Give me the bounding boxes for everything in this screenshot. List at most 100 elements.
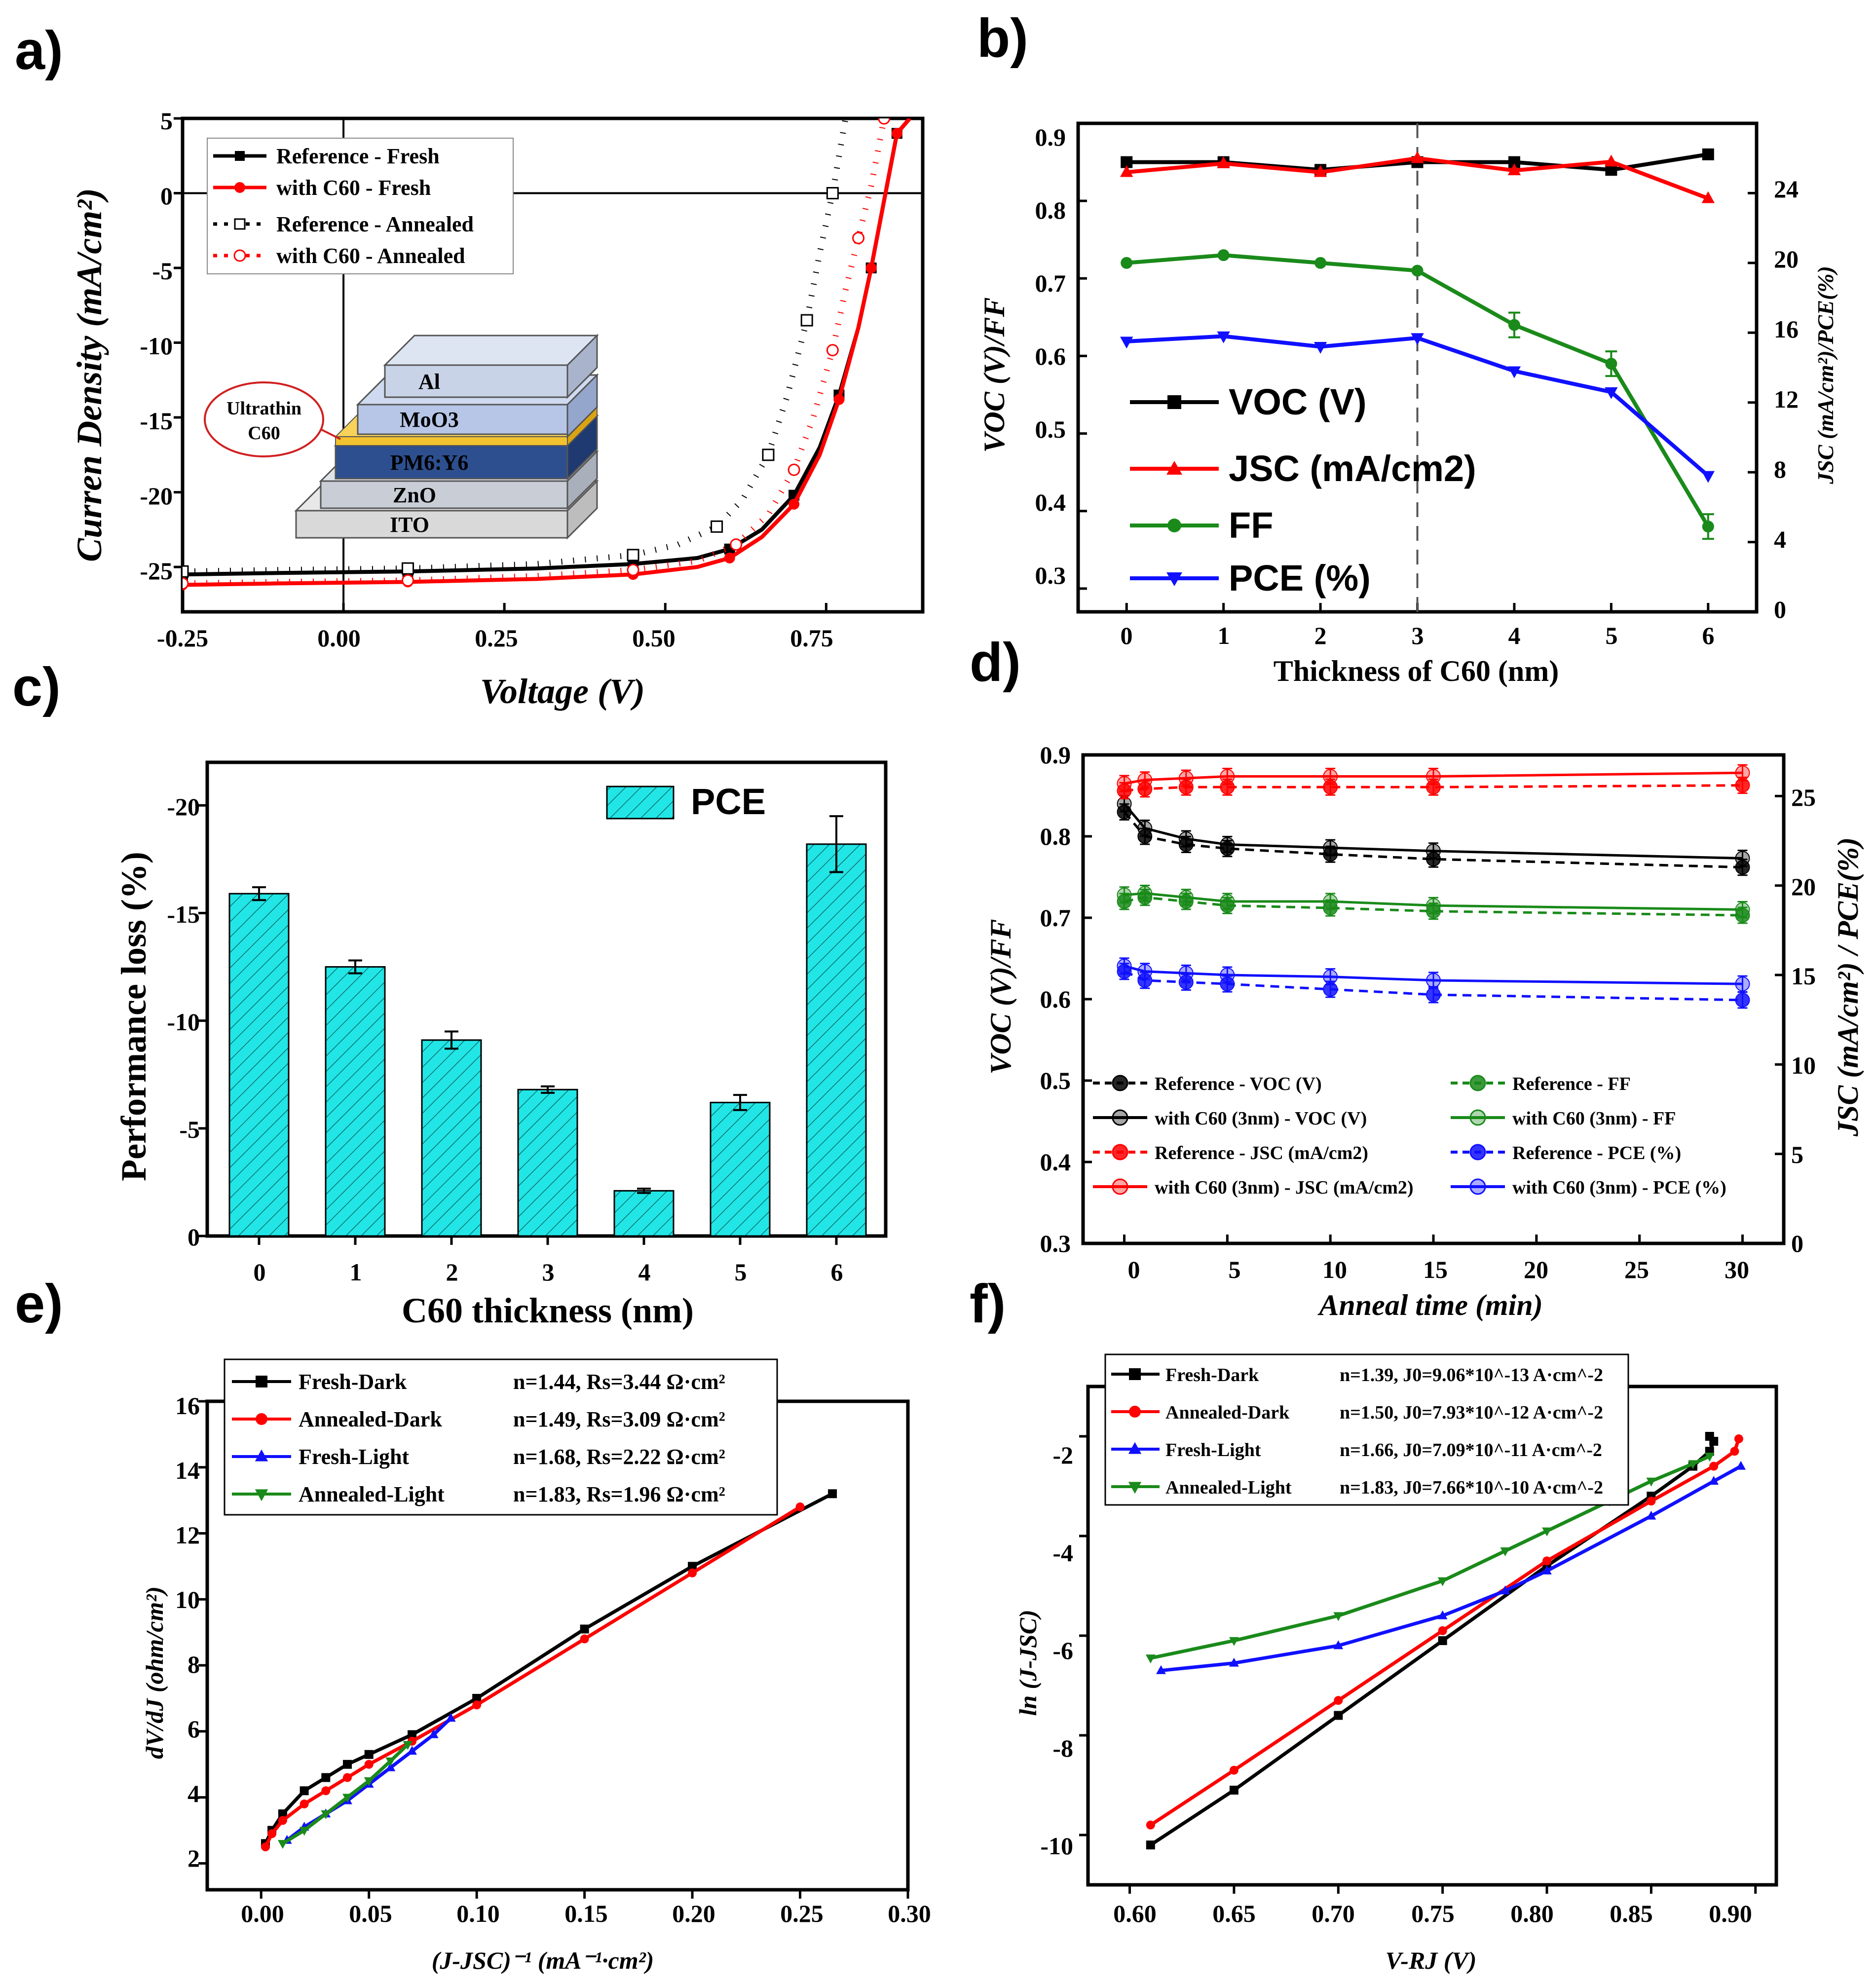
panel-c-xtick: 5 <box>735 1258 747 1286</box>
panel-d: d) 0 5 10 15 20 25 30 0.9 0.8 0.7 0.6 0.… <box>970 632 1864 1321</box>
data-point-circle <box>1178 771 1194 786</box>
bar-pce <box>806 843 867 1237</box>
legend-label: Reference - FF <box>1512 1074 1631 1094</box>
panel-b-xtick: 5 <box>1606 622 1618 649</box>
data-point-circle <box>865 262 877 274</box>
panel-f-plot <box>1079 1385 1778 1894</box>
panel-c-ytick: -20 <box>167 793 200 821</box>
panel-d-ytick: 0.4 <box>1040 1148 1071 1176</box>
data-point-circle <box>788 463 800 476</box>
panel-f-legend: Fresh-Dark n=1.39, J0=9.06*10^-13 A·cm^-2… <box>1104 1353 1629 1506</box>
stack-layer-al: Al <box>383 334 599 399</box>
legend-label: with C60 (3nm) - JSC (mA/cm2) <box>1155 1177 1414 1198</box>
data-point-circle <box>1220 968 1235 983</box>
data-point-triangle-down <box>342 1794 352 1803</box>
panel-f: f) 0.60 0.65 0.70 0.75 0.80 0.85 0.90 -2… <box>970 1273 1778 1974</box>
panel-c-xtick: 4 <box>638 1258 651 1286</box>
data-point-circle <box>1220 769 1235 784</box>
data-point-triangle-up <box>1507 163 1521 176</box>
legend-marker-c60-fresh <box>234 182 245 193</box>
panel-e-xtick: 0.15 <box>564 1900 608 1927</box>
data-point-square <box>1229 1786 1238 1795</box>
panel-b-ytick: 0.6 <box>1035 342 1066 370</box>
panel-b-ylabel-right: JSC (mA/cm²)/PCE(%) <box>1813 266 1838 485</box>
panel-a-xtick: 0.50 <box>632 624 675 652</box>
panel-f-ytick: -10 <box>1040 1832 1073 1860</box>
panel-d-xtick: 0 <box>1128 1256 1140 1283</box>
data-point-circle <box>1323 969 1338 984</box>
series-line <box>1150 1455 1711 1660</box>
panel-d-ytick-right: 0 <box>1791 1230 1803 1257</box>
data-point-triangle-down <box>1605 387 1618 399</box>
data-point-circle <box>1647 1497 1656 1506</box>
panel-b-ytick-right: 24 <box>1774 175 1799 203</box>
data-point-triangle-up <box>446 1713 456 1722</box>
panel-c-xtick: 6 <box>831 1258 843 1286</box>
data-point-circle <box>267 1829 277 1838</box>
data-point-triangle-up <box>1120 165 1133 177</box>
legend-fit: n=1.83, Rs=1.96 Ω·cm² <box>513 1482 725 1506</box>
data-point-circle <box>1129 1406 1141 1418</box>
data-point-square <box>1129 1368 1141 1380</box>
legend-fit: n=1.50, J0=7.93*10^-12 A·cm^-2 <box>1340 1402 1603 1423</box>
bar-pce <box>325 966 386 1237</box>
panel-b-yticks-right: 24 20 16 12 8 4 0 <box>1774 175 1799 623</box>
panel-e-xtick: 0.25 <box>780 1900 824 1927</box>
data-point-triangle-up <box>1217 156 1230 168</box>
panel-a-ytick: 5 <box>160 107 173 135</box>
data-point-circle <box>1605 358 1617 370</box>
stack-label-active: PM6:Y6 <box>390 450 469 475</box>
data-point-triangle-down <box>1507 366 1521 378</box>
legend-label: Fresh-Light <box>299 1445 409 1469</box>
data-point-triangle-down <box>1333 1612 1344 1621</box>
device-stack-illustration: ITO ZnO PM6:Y6 <box>204 334 599 540</box>
stack-label-al: Al <box>418 370 440 394</box>
legend-label: VOC (V) <box>1229 381 1367 422</box>
panel-a-ylabel: Curren Density (mA/cm²) <box>70 188 109 562</box>
panel-b-ytick-right: 12 <box>1774 385 1799 413</box>
data-point-square <box>402 562 414 575</box>
panel-c-xtick: 3 <box>542 1258 555 1286</box>
legend-fit: n=1.66, J0=7.09*10^-11 A·cm^-2 <box>1340 1440 1602 1461</box>
panel-e-xtick: 0.30 <box>888 1900 931 1927</box>
panel-e-yticks: 16 14 12 10 8 6 4 2 <box>175 1392 200 1872</box>
panel-b-xlabel: Thickness of C60 (nm) <box>1274 655 1559 687</box>
data-point-circle <box>1734 1434 1743 1444</box>
panel-d-xtick: 5 <box>1229 1256 1241 1283</box>
data-point-triangle-up <box>255 1449 268 1461</box>
panel-b: b) 0 1 2 3 4 5 6 0.9 0.8 0.7 0.6 0.5 0.4… <box>977 8 1838 687</box>
data-point-triangle-up <box>1437 1610 1448 1619</box>
data-point-circle <box>580 1634 589 1644</box>
panel-b-xtick: 3 <box>1412 622 1424 649</box>
panel-f-xlabel: V-RJ (V) <box>1386 1947 1477 1974</box>
panel-f-ytick: -8 <box>1052 1734 1073 1762</box>
data-point-circle <box>321 1786 331 1796</box>
legend-label: FF <box>1229 505 1273 546</box>
panel-e-xtick: 0.05 <box>349 1900 392 1927</box>
data-point-triangle-up <box>428 1729 439 1738</box>
data-point-triangle-down <box>299 1827 309 1836</box>
data-point-circle <box>1137 772 1153 787</box>
bar-pce <box>421 1039 482 1237</box>
legend-marker <box>1469 1144 1486 1161</box>
data-point-triangle-down <box>1437 1577 1448 1586</box>
panel-f-ytick: -4 <box>1052 1539 1073 1567</box>
panel-c-yticks: -20 -15 -10 -5 0 <box>167 793 200 1251</box>
legend-marker <box>1112 1144 1128 1161</box>
panel-d-ytick-right: 25 <box>1791 784 1816 811</box>
data-point-triangle-up <box>407 1746 417 1755</box>
panel-d-ytick: 0.8 <box>1040 823 1071 850</box>
data-point-triangle-down <box>1411 333 1424 345</box>
panel-b-ytick: 0.8 <box>1035 196 1066 224</box>
data-point-circle <box>402 574 414 587</box>
panel-b-label: b) <box>977 8 1028 69</box>
data-point-circle <box>1117 887 1132 902</box>
data-point-circle <box>1137 964 1153 979</box>
panel-a-yticks: 5 0 -5 -10 -15 -20 -25 <box>140 107 173 585</box>
panel-a-xtick: 0.75 <box>790 624 833 652</box>
data-point-circle <box>833 394 845 405</box>
panel-e-xlabel: (J-JSC)⁻¹ (mA⁻¹·cm²) <box>432 1947 654 1974</box>
data-point-square <box>711 520 723 533</box>
panel-d-xtick: 15 <box>1423 1256 1448 1283</box>
legend-marker <box>1112 1109 1128 1126</box>
